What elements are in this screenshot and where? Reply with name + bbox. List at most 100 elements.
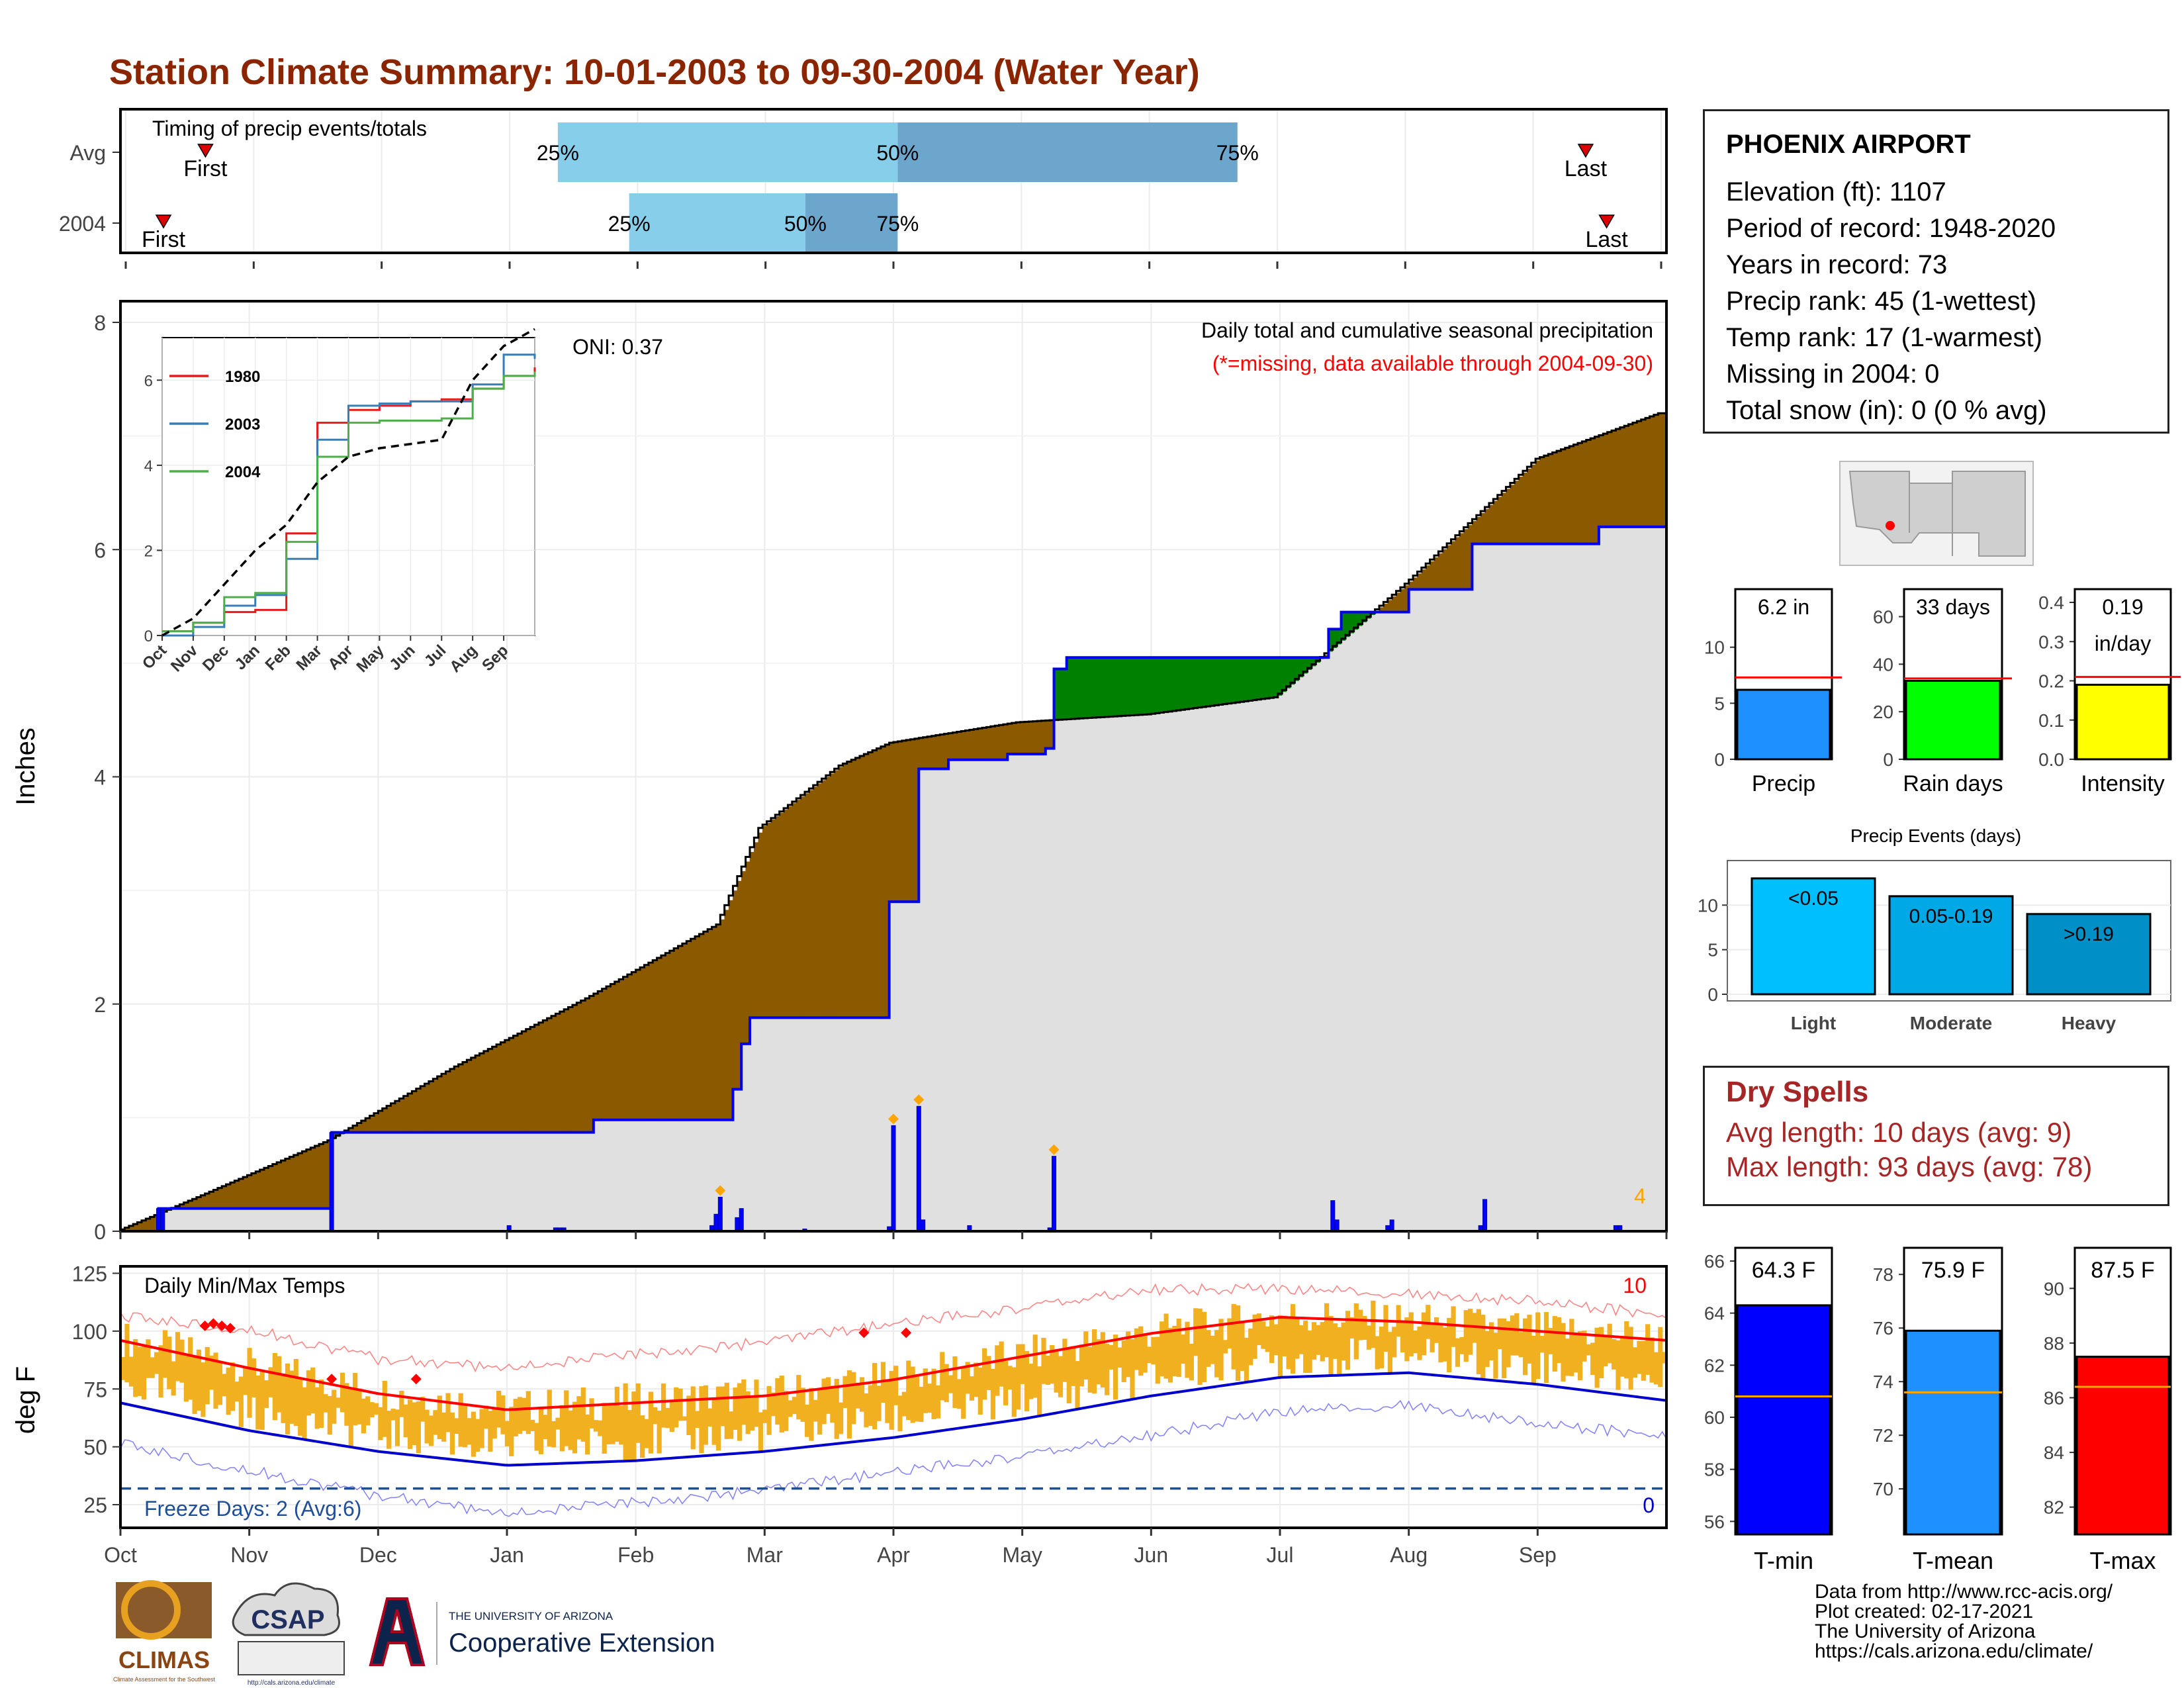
tempbar-ytick-label: 88 (2044, 1333, 2064, 1354)
daily-temp-bar (1172, 1325, 1177, 1376)
daily-temp-bar (1582, 1331, 1587, 1362)
daily-temp-bar (572, 1401, 578, 1454)
precip-event-bar (2026, 913, 2152, 996)
daily-temp-bar (653, 1407, 658, 1425)
daily-temp-bar (1024, 1350, 1030, 1411)
daily-temp-bar (522, 1397, 527, 1431)
temp-ytick-label: 50 (83, 1436, 107, 1460)
daily-temp-bar (1066, 1347, 1071, 1404)
daily-temp-bar (585, 1414, 590, 1455)
daily-precip-bar (735, 1217, 740, 1232)
daily-temp-bar (1371, 1300, 1376, 1348)
daily-temp-bar (259, 1371, 265, 1430)
daily-temp-bar (183, 1354, 189, 1402)
daily-temp-bar (428, 1415, 434, 1446)
dry-spells-avg: Avg length: 10 days (avg: 9) (1726, 1117, 2072, 1148)
tempbar-value-label: 75.9 F (1921, 1258, 1985, 1283)
daily-temp-bar (995, 1345, 1000, 1396)
daily-temp-bar (770, 1392, 776, 1417)
daily-temp-bar (635, 1383, 641, 1443)
daily-temp-bar (859, 1377, 865, 1412)
record-low-line (120, 1399, 1667, 1517)
tempbar-ytick-label: 86 (2044, 1388, 2064, 1409)
daily-temp-bar (369, 1402, 375, 1418)
daily-temp-bar (1468, 1309, 1473, 1355)
daily-temp-bar (729, 1411, 734, 1439)
summary-ytick-label: 5 (1714, 693, 1725, 714)
daily-temp-bar (1502, 1318, 1507, 1378)
daily-temp-bar (441, 1412, 447, 1442)
daily-temp-bar (1277, 1315, 1283, 1376)
summary-ytick-label: 10 (1704, 637, 1725, 658)
daily-precip-bar (713, 1213, 719, 1232)
temp-ytick-label: 125 (72, 1262, 107, 1286)
daily-temp-bar (1476, 1309, 1481, 1374)
tempbar-ytick-label: 60 (1704, 1407, 1725, 1428)
daily-temp-bar (619, 1405, 624, 1445)
daily-temp-bar (1248, 1328, 1253, 1366)
daily-temp-bar (1447, 1317, 1452, 1373)
daily-temp-bar (1307, 1330, 1312, 1373)
timing-first-label: First (183, 156, 228, 181)
temp-xtick-label: Oct (104, 1543, 137, 1567)
daily-temp-bar (1134, 1328, 1139, 1370)
timing-label-25: 25% (537, 141, 579, 165)
daily-temp-bar (1138, 1326, 1144, 1376)
daily-temp-bar (1337, 1327, 1342, 1374)
timing-last-label: Last (1565, 156, 1608, 181)
daily-temp-bar (1126, 1331, 1131, 1378)
daily-temp-bar (758, 1412, 763, 1451)
daily-temp-bar (141, 1344, 147, 1400)
tempbar-value-label: 64.3 F (1752, 1258, 1815, 1283)
precip-event-bar (1888, 895, 2014, 996)
daily-temp-bar (179, 1339, 185, 1383)
summary-bar-label: Intensity (2081, 771, 2165, 796)
daily-temp-bar (1016, 1344, 1021, 1410)
daily-temp-bar (1662, 1352, 1667, 1364)
daily-temp-bar (1345, 1311, 1351, 1370)
daily-temp-bar (1438, 1325, 1443, 1363)
daily-temp-bar (1607, 1323, 1612, 1364)
daily-temp-bar (762, 1409, 768, 1423)
daily-temp-bar (120, 1357, 126, 1380)
daily-temp-bar (1311, 1322, 1317, 1360)
daily-temp-bar (1113, 1335, 1118, 1400)
daily-temp-bar (137, 1346, 142, 1396)
daily-temp-bar (1543, 1312, 1549, 1383)
daily-temp-bar (365, 1396, 371, 1426)
daily-temp-bar (982, 1348, 987, 1400)
daily-temp-bar (1282, 1315, 1287, 1357)
daily-temp-bar (513, 1399, 518, 1436)
credit-url: https://cals.arizona.edu/climate/ (1815, 1640, 2093, 1662)
daily-temp-bar (1265, 1326, 1270, 1352)
daily-record-marker (913, 1094, 925, 1105)
daily-temp-bar (538, 1406, 544, 1454)
daily-temp-bar (901, 1391, 907, 1417)
daily-temp-bar (146, 1339, 151, 1378)
summary-ytick-label: 0.0 (2038, 749, 2064, 770)
daily-precip-bar (1330, 1200, 1336, 1232)
daily-temp-bar (956, 1379, 962, 1409)
daily-temp-bar (1408, 1312, 1414, 1356)
daily-temp-bar (387, 1411, 392, 1449)
daily-temp-bar (999, 1341, 1004, 1387)
daily-temp-bar (1531, 1335, 1536, 1383)
daily-temp-bar (1615, 1340, 1621, 1390)
daily-temp-bar (842, 1376, 848, 1409)
tempbar-ytick-label: 78 (1873, 1264, 1893, 1285)
daily-temp-bar (1146, 1346, 1152, 1364)
daily-temp-bar (475, 1419, 480, 1452)
daily-temp-bar (1569, 1319, 1574, 1376)
daily-temp-bar (226, 1367, 231, 1415)
daily-temp-bar (1295, 1318, 1300, 1359)
daily-temp-bar (813, 1399, 818, 1422)
record-high-marker (326, 1374, 338, 1385)
daily-temp-bar (1433, 1317, 1439, 1343)
daily-temp-bar (1366, 1325, 1372, 1350)
daily-temp-bar (885, 1380, 890, 1423)
daily-temp-bar (1341, 1322, 1346, 1361)
daily-temp-bar (412, 1402, 417, 1446)
credit-university: The University of Arizona (1815, 1620, 2036, 1642)
precip-event-bar (1751, 877, 1876, 996)
daily-temp-bar (467, 1418, 472, 1445)
